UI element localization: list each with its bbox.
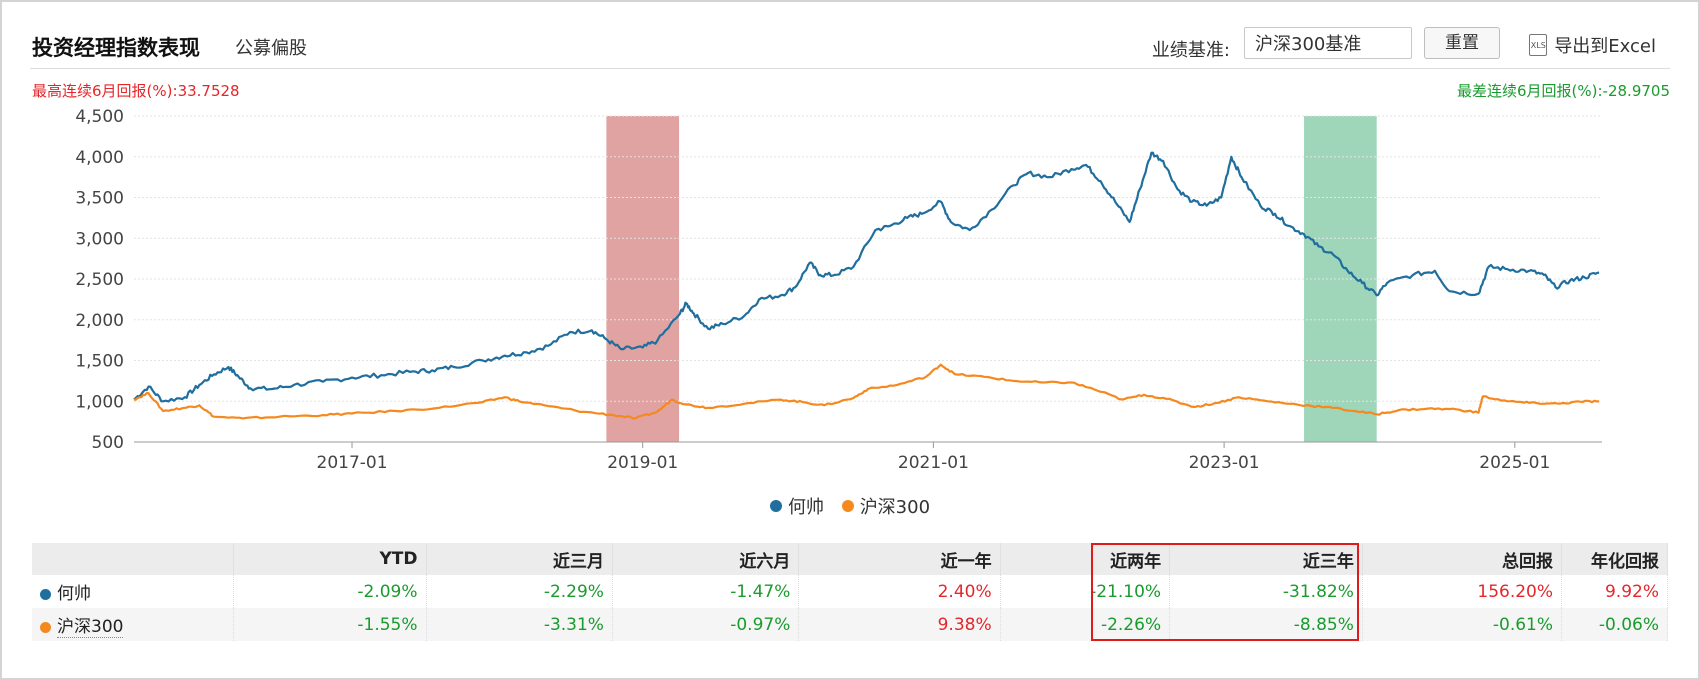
export-excel-button[interactable]: XLS 导出到Excel xyxy=(1529,32,1656,58)
row-value-cell: -0.97% xyxy=(612,608,800,641)
x-tick-label: 2023-01 xyxy=(1189,453,1260,473)
best-6m-return: 最高连续6月回报(%):33.7528 xyxy=(32,80,240,101)
row-name[interactable]: 沪深300 xyxy=(57,617,124,638)
benchmark-input[interactable] xyxy=(1244,27,1412,59)
export-label: 导出到Excel xyxy=(1554,36,1656,57)
row-value-cell: -0.06% xyxy=(1561,608,1668,641)
col-header-annual[interactable]: 年化回报 xyxy=(1561,543,1668,575)
y-tick-label: 1,500 xyxy=(75,352,124,372)
panel-subtitle: 公募偏股 xyxy=(235,38,307,59)
best-6m-value: 33.7528 xyxy=(177,82,240,100)
row-value-cell: 2.40% xyxy=(798,575,1001,608)
row-name-cell: 何帅 xyxy=(32,575,234,608)
legend-item-index[interactable]: 沪深300 xyxy=(841,493,931,519)
legend-label-index: 沪深300 xyxy=(859,497,931,518)
row-name-cell: 沪深300 xyxy=(32,608,234,641)
col-header-1y[interactable]: 近一年 xyxy=(798,543,1001,575)
x-tick-label: 2019-01 xyxy=(607,453,678,473)
series-dot xyxy=(40,621,51,633)
row-value-cell: 9.38% xyxy=(798,608,1001,641)
col-header-ytd[interactable]: YTD xyxy=(233,543,427,575)
row-value-cell: -1.55% xyxy=(233,608,427,641)
y-tick-label: 500 xyxy=(92,433,124,453)
worst-6m-label: 最差连续6月回报(%): xyxy=(1456,82,1603,100)
chart-legend: 何帅 沪深300 xyxy=(0,493,1700,519)
row-value-cell: -3.31% xyxy=(426,608,613,641)
row-value-cell: -2.26% xyxy=(1000,608,1171,641)
x-tick-label: 2017-01 xyxy=(317,453,388,473)
legend-dot-index xyxy=(841,500,854,512)
col-header-3y[interactable]: 近三年 xyxy=(1169,543,1363,575)
worst-6m-value: -28.9705 xyxy=(1602,82,1670,100)
col-header-6m[interactable]: 近六月 xyxy=(612,543,800,575)
reset-button[interactable]: 重置 xyxy=(1424,27,1500,59)
y-tick-label: 4,000 xyxy=(75,148,124,168)
xls-file-icon: XLS xyxy=(1529,34,1548,56)
row-value-cell: -21.10% xyxy=(1000,575,1171,608)
y-tick-label: 2,500 xyxy=(75,270,124,290)
table-row: 何帅 -2.09% -2.29% -1.47% 2.40% -21.10% -31.82% 1… xyxy=(32,575,1668,608)
series-line-index xyxy=(133,363,1600,420)
x-tick-label: 2025-01 xyxy=(1479,453,1550,473)
col-header-2y[interactable]: 近两年 xyxy=(1000,543,1171,575)
table-row: 沪深300 -1.55% -3.31% -0.97% 9.38% -2.26% -8.85%… xyxy=(32,608,1668,641)
performance-chart: 4,500 4,000 3,500 3,000 2,500 2,000 1,500 1,000… xyxy=(75,107,1602,473)
series-dot xyxy=(40,588,51,600)
row-value-cell: 9.92% xyxy=(1561,575,1668,608)
y-tick-label: 3,500 xyxy=(75,189,124,209)
returns-table: YTD 近三月 近六月 近一年 近两年 近三年 总回报 年化回报 何帅 -2.09… xyxy=(32,543,1668,641)
x-tick-label: 2021-01 xyxy=(898,453,969,473)
row-value-cell: -2.29% xyxy=(426,575,613,608)
legend-dot-manager xyxy=(769,500,782,512)
y-tick-label: 3,000 xyxy=(75,229,124,249)
row-value-cell: -8.85% xyxy=(1169,608,1363,641)
table-header-row: YTD 近三月 近六月 近一年 近两年 近三年 总回报 年化回报 xyxy=(32,543,1668,575)
row-value-cell: -2.09% xyxy=(233,575,427,608)
legend-item-manager[interactable]: 何帅 xyxy=(769,493,824,519)
col-header-name xyxy=(32,543,234,575)
y-tick-label: 4,500 xyxy=(75,107,124,127)
panel-header: 投资经理指数表现 公募偏股 业绩基准: 重置 XLS 导出到Excel xyxy=(30,22,1670,69)
col-header-total[interactable]: 总回报 xyxy=(1362,543,1563,575)
legend-label-manager: 何帅 xyxy=(787,497,824,518)
worst-period-band xyxy=(1304,116,1377,442)
col-header-3m[interactable]: 近三月 xyxy=(426,543,613,575)
y-tick-label: 1,000 xyxy=(75,392,124,412)
panel-title: 投资经理指数表现 xyxy=(32,36,200,60)
row-value-cell: -1.47% xyxy=(612,575,800,608)
benchmark-label: 业绩基准: xyxy=(1151,40,1230,61)
best-6m-label: 最高连续6月回报(%): xyxy=(32,82,178,100)
y-tick-label: 2,000 xyxy=(75,311,124,331)
worst-6m-return: 最差连续6月回报(%):-28.9705 xyxy=(1457,80,1670,101)
row-name: 何帅 xyxy=(57,584,91,604)
series-line-manager xyxy=(133,151,1600,403)
row-value-cell: 156.20% xyxy=(1362,575,1563,608)
row-value-cell: -0.61% xyxy=(1362,608,1563,641)
row-value-cell: -31.82% xyxy=(1169,575,1363,608)
